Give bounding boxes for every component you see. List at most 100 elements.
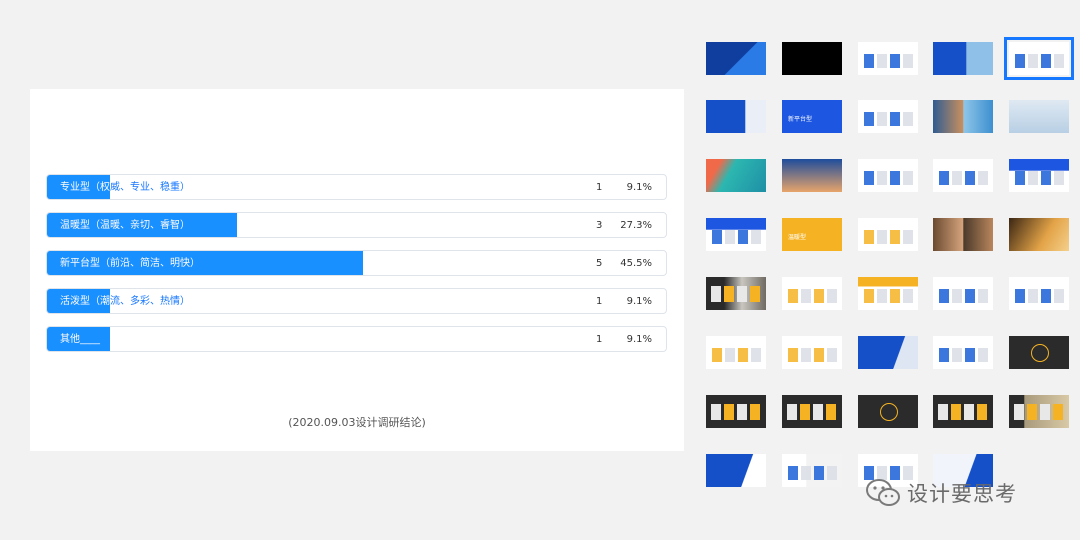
thumb-mark bbox=[788, 289, 798, 303]
slide-thumbnail[interactable] bbox=[933, 454, 993, 487]
slide-thumbnail[interactable] bbox=[706, 454, 766, 487]
thumb-mark bbox=[1054, 289, 1064, 303]
slide-thumbnail[interactable] bbox=[706, 218, 766, 251]
thumb-mark bbox=[711, 404, 721, 420]
thumb-mark bbox=[751, 230, 761, 244]
option-label: 新平台型（前沿、简洁、明快） bbox=[60, 258, 200, 269]
thumb-mark bbox=[877, 54, 887, 68]
slide-thumbnail[interactable] bbox=[933, 336, 993, 369]
slide-thumbnail[interactable] bbox=[933, 42, 993, 75]
slide-thumbnail[interactable] bbox=[706, 336, 766, 369]
thumb-mark bbox=[965, 171, 975, 185]
thumb-mark bbox=[939, 348, 949, 362]
thumb-mark bbox=[814, 348, 824, 362]
thumb-mark bbox=[938, 404, 948, 420]
thumb-mark bbox=[864, 466, 874, 480]
slide-thumbnail[interactable] bbox=[706, 42, 766, 75]
slide-thumbnail[interactable] bbox=[706, 395, 766, 428]
slide-thumbnail[interactable] bbox=[858, 395, 918, 428]
thumb-mark bbox=[877, 289, 887, 303]
thumb-mark bbox=[903, 230, 913, 244]
survey-option-row: 专业型（权威、专业、稳重） 专业型（权威、专业、稳重） 1 9.1% bbox=[46, 174, 667, 200]
watermark-text: 设计要思考 bbox=[907, 482, 1017, 506]
thumb-mark bbox=[952, 348, 962, 362]
thumb-mark bbox=[903, 54, 913, 68]
slide-thumbnail[interactable] bbox=[706, 100, 766, 133]
thumb-mark bbox=[978, 289, 988, 303]
thumb-mark bbox=[903, 112, 913, 126]
slide-thumbnail[interactable] bbox=[858, 336, 918, 369]
thumb-mark bbox=[864, 171, 874, 185]
thumb-mark bbox=[890, 112, 900, 126]
slide-thumbnail[interactable] bbox=[706, 159, 766, 192]
thumb-mark bbox=[952, 171, 962, 185]
slide-thumbnail[interactable] bbox=[782, 336, 842, 369]
slide-thumbnail[interactable] bbox=[1009, 218, 1069, 251]
slide-thumbnail[interactable]: 新平台型 bbox=[782, 100, 842, 133]
thumb-mark bbox=[877, 171, 887, 185]
thumb-mark bbox=[801, 348, 811, 362]
thumb-mark bbox=[877, 230, 887, 244]
thumb-mark bbox=[1053, 404, 1063, 420]
option-label-on-bar: 活泼型（潮流、多彩、热情） bbox=[60, 296, 190, 307]
option-count: 1 bbox=[596, 182, 603, 193]
slide-thumbnail[interactable] bbox=[1009, 100, 1069, 133]
thumb-mark bbox=[737, 404, 747, 420]
slide-thumbnail[interactable] bbox=[933, 277, 993, 310]
slide-thumbnail[interactable] bbox=[782, 42, 842, 75]
slide-thumbnail[interactable] bbox=[1009, 159, 1069, 192]
option-label: 专业型（权威、专业、稳重） bbox=[60, 182, 190, 193]
slide-thumbnail[interactable] bbox=[1009, 336, 1069, 369]
result-bar bbox=[47, 251, 363, 275]
thumb-mark bbox=[814, 289, 824, 303]
option-label: 其他____ bbox=[60, 334, 100, 345]
option-percent: 27.3% bbox=[620, 220, 652, 231]
slide-thumbnail[interactable] bbox=[858, 100, 918, 133]
thumb-mark bbox=[877, 112, 887, 126]
thumb-mark bbox=[725, 348, 735, 362]
slide-thumbnail[interactable] bbox=[858, 454, 918, 487]
thumb-mark bbox=[751, 348, 761, 362]
thumb-mark bbox=[1015, 54, 1025, 68]
slide-thumbnail[interactable] bbox=[706, 277, 766, 310]
slide-thumbnail[interactable] bbox=[858, 42, 918, 75]
thumb-mark bbox=[724, 286, 734, 302]
thumb-mark bbox=[890, 289, 900, 303]
option-label: 温暖型（温暖、亲切、睿智） bbox=[60, 220, 190, 231]
thumb-mark bbox=[738, 230, 748, 244]
slide-thumbnail[interactable] bbox=[933, 100, 993, 133]
thumb-mark bbox=[965, 289, 975, 303]
slide-thumbnail[interactable] bbox=[933, 218, 993, 251]
thumb-mark bbox=[738, 348, 748, 362]
thumb-mark bbox=[827, 348, 837, 362]
thumb-mark bbox=[1015, 171, 1025, 185]
thumb-mark bbox=[1027, 404, 1037, 420]
thumb-mark bbox=[1054, 171, 1064, 185]
slide-thumbnail[interactable] bbox=[1004, 37, 1074, 80]
thumb-mark bbox=[864, 289, 874, 303]
option-percent: 9.1% bbox=[626, 296, 652, 307]
thumb-mark bbox=[890, 230, 900, 244]
slide-thumbnail[interactable] bbox=[1009, 277, 1069, 310]
slide-thumbnail[interactable]: 温暖型 bbox=[782, 218, 842, 251]
thumb-mark bbox=[712, 230, 722, 244]
slide-thumbnail[interactable] bbox=[782, 159, 842, 192]
slide-thumbnail[interactable] bbox=[858, 277, 918, 310]
thumb-mark bbox=[978, 171, 988, 185]
slide-thumbnail[interactable] bbox=[1009, 395, 1069, 428]
slide-thumbnail[interactable] bbox=[858, 218, 918, 251]
slide-thumbnail[interactable] bbox=[782, 277, 842, 310]
thumb-mark bbox=[813, 404, 823, 420]
thumb-mark bbox=[864, 112, 874, 126]
thumb-mark bbox=[826, 404, 836, 420]
slide-thumbnail[interactable] bbox=[858, 159, 918, 192]
slide-thumbnail[interactable] bbox=[782, 395, 842, 428]
slide-thumbnail[interactable] bbox=[933, 395, 993, 428]
slide-thumbnail[interactable] bbox=[933, 159, 993, 192]
thumb-mark bbox=[827, 289, 837, 303]
slide-thumbnail[interactable] bbox=[782, 454, 842, 487]
thumb-title: 新平台型 bbox=[788, 116, 813, 123]
thumb-mark bbox=[964, 404, 974, 420]
thumb-mark bbox=[1041, 289, 1051, 303]
thumb-mark bbox=[965, 348, 975, 362]
